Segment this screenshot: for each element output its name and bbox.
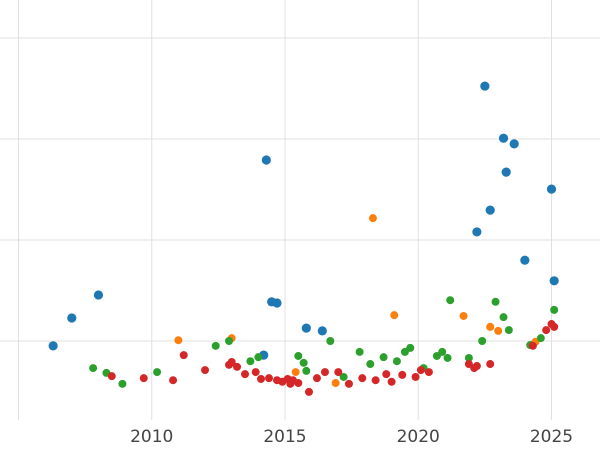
red-data-point [358, 374, 367, 383]
green-data-point [355, 347, 364, 356]
blue-data-point [317, 326, 327, 336]
green-data-point [211, 341, 220, 350]
red-data-point [169, 376, 178, 385]
red-data-point [387, 377, 396, 386]
red-data-point [334, 368, 343, 377]
green-data-point [478, 337, 487, 345]
red-data-point [265, 374, 274, 383]
green-data-point [443, 353, 452, 362]
blue-data-point [67, 313, 77, 323]
red-data-point [294, 379, 303, 388]
green-data-point [536, 334, 545, 343]
red-data-point [201, 366, 210, 375]
green-data-point [464, 353, 473, 362]
green-data-point [392, 357, 401, 366]
red-data-point [550, 322, 559, 331]
orange-data-point [331, 379, 340, 388]
red-data-point [344, 379, 353, 388]
blue-data-point [498, 133, 509, 143]
red-data-point [542, 326, 551, 335]
green-data-point [366, 360, 375, 369]
green-data-point [246, 357, 255, 366]
red-data-point [241, 370, 250, 379]
blue-data-point [261, 155, 271, 165]
red-data-point [320, 368, 329, 377]
red-data-point [251, 368, 260, 377]
red-data-point [528, 341, 537, 350]
red-data-point [416, 366, 425, 375]
blue-data-point [93, 290, 104, 300]
green-data-point [446, 296, 455, 305]
orange-data-point [174, 336, 183, 345]
blue-data-point [546, 184, 557, 194]
x-tick-label: 2010 [130, 427, 173, 447]
x-tick-label: 2025 [530, 427, 573, 447]
red-data-point [424, 368, 433, 377]
red-data-point [304, 387, 313, 396]
green-data-point [153, 368, 162, 377]
blue-data-point [301, 323, 311, 333]
blue-data-point [485, 205, 495, 215]
orange-data-point [486, 322, 495, 331]
red-data-point [179, 351, 188, 360]
red-data-point [107, 372, 116, 381]
red-data-point [227, 358, 236, 367]
blue-data-point [520, 255, 530, 265]
blue-data-point [272, 298, 282, 308]
orange-data-point [291, 368, 300, 377]
orange-data-point [494, 326, 503, 335]
green-data-point [89, 364, 98, 373]
green-data-point [294, 351, 303, 360]
blue-data-point [472, 227, 482, 237]
orange-data-point [459, 311, 468, 320]
blue-data-point [48, 341, 58, 351]
red-data-point [382, 370, 391, 379]
green-data-point [499, 313, 508, 322]
green-data-point [326, 337, 335, 345]
red-data-point [411, 372, 420, 381]
x-tick-label: 2020 [397, 427, 440, 447]
green-data-point [438, 347, 447, 356]
green-data-point [254, 353, 263, 362]
green-data-point [225, 337, 234, 345]
orange-data-point [390, 311, 399, 320]
red-data-point [233, 362, 242, 371]
green-data-point [491, 297, 500, 306]
green-data-point [118, 379, 127, 388]
green-data-point [302, 366, 311, 375]
green-data-point [339, 372, 348, 381]
blue-data-point [509, 139, 519, 149]
blue-data-point [501, 167, 511, 177]
green-data-point [406, 343, 415, 352]
red-data-point [312, 374, 321, 383]
blue-data-point [480, 81, 490, 91]
red-data-point [371, 376, 380, 385]
green-data-point [550, 305, 559, 314]
red-data-point [472, 362, 481, 371]
blue-data-point [549, 276, 559, 286]
red-data-point [398, 370, 407, 379]
x-tick-label: 2015 [263, 427, 306, 447]
red-data-point [139, 374, 148, 383]
red-data-point [257, 374, 266, 383]
green-data-point [504, 326, 513, 335]
green-data-point [299, 358, 308, 367]
orange-data-point [368, 214, 377, 223]
red-data-point [486, 360, 495, 369]
green-data-point [379, 353, 388, 362]
